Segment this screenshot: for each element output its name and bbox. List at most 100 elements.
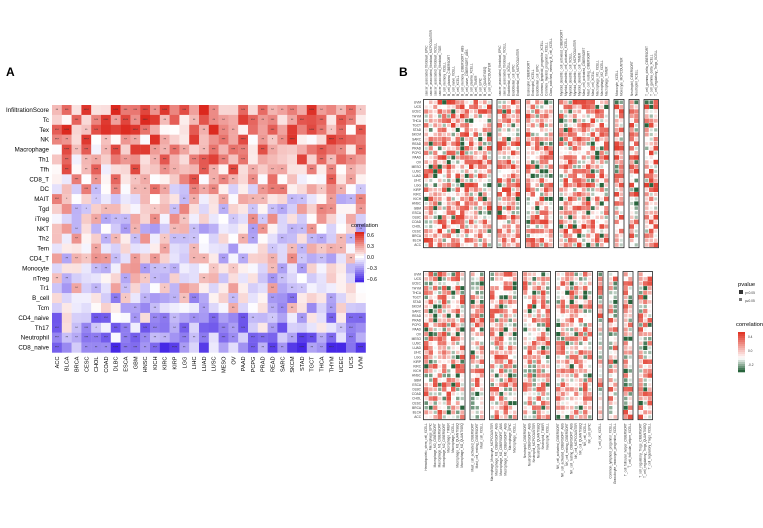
heatmap-cell — [483, 141, 487, 146]
column-label: KIRP — [173, 356, 179, 369]
heatmap-cell — [590, 155, 595, 160]
heatmap-cell — [565, 373, 570, 378]
heatmap-cell — [424, 119, 428, 123]
heatmap-cell — [494, 341, 499, 346]
heatmap-cell — [487, 127, 492, 132]
heatmap-cell — [624, 355, 628, 359]
legend-gradient-step — [738, 358, 745, 361]
heatmap-cell — [438, 392, 442, 396]
heatmap-cell — [548, 141, 553, 146]
heatmap-cell — [644, 210, 649, 215]
heatmap-cell — [574, 272, 578, 277]
heatmap-cell — [565, 309, 570, 313]
heatmap-cell — [248, 273, 258, 284]
heatmap-cell — [433, 155, 438, 160]
heatmap-cell — [565, 364, 570, 369]
heatmap-cell — [478, 164, 483, 169]
heatmap-cell — [647, 400, 652, 406]
heatmap-cell — [248, 303, 258, 314]
heatmap-cell — [480, 337, 484, 341]
heatmap-cell — [469, 215, 473, 220]
heatmap-cell — [71, 273, 82, 284]
heatmap-cell — [460, 219, 465, 225]
heatmap-cell — [598, 337, 602, 341]
heatmap-cell — [609, 383, 613, 387]
heatmap-cell — [140, 223, 151, 234]
heatmap-cell — [150, 283, 160, 294]
heatmap-cell — [595, 206, 599, 210]
heatmap-cell — [130, 174, 141, 185]
heatmap-cell — [599, 173, 604, 179]
heatmap-cell — [565, 387, 570, 392]
heatmap-cell — [595, 211, 599, 215]
heatmap-cell — [595, 201, 600, 206]
heatmap-cell — [424, 105, 428, 109]
heatmap-cell — [512, 308, 517, 314]
heatmap-cell — [623, 285, 628, 291]
heatmap-cell — [478, 196, 483, 202]
heatmap-cell — [179, 243, 190, 254]
heatmap-cell — [544, 100, 549, 105]
heatmap-cell — [306, 303, 317, 314]
heatmap-cell — [140, 134, 151, 145]
heatmap-cell — [536, 414, 541, 420]
significance-label: *** — [124, 108, 128, 112]
heatmap-cell — [451, 314, 455, 318]
significance-label: ** — [301, 266, 304, 270]
heatmap-cell — [257, 154, 268, 165]
significance-label: ** — [154, 306, 157, 310]
significance-label: *** — [241, 108, 245, 112]
heatmap-cell — [179, 184, 190, 195]
heatmap-cell — [508, 281, 513, 286]
heatmap-cell — [483, 215, 487, 219]
heatmap-cell — [189, 204, 200, 215]
heatmap-cell — [438, 369, 442, 373]
heatmap-cell — [628, 286, 632, 290]
heatmap-cell — [513, 295, 517, 300]
heatmap-cell — [429, 304, 433, 309]
heatmap-cell — [456, 281, 460, 286]
heatmap-cell — [535, 169, 540, 174]
heatmap-cell — [478, 128, 482, 132]
heatmap-cell — [150, 213, 160, 224]
heatmap-cell — [546, 286, 550, 290]
heatmap-cell — [297, 184, 307, 195]
column-label: Class_switched_memory_B_cell_XCELL — [549, 38, 553, 96]
heatmap-cell — [120, 223, 131, 234]
heatmap-cell — [101, 253, 111, 264]
heatmap-cell — [615, 229, 619, 233]
heatmap-cell — [424, 183, 428, 187]
heatmap-cell — [169, 312, 180, 323]
heatmap-cell — [306, 273, 317, 284]
heatmap-cell — [189, 124, 200, 135]
heatmap-cell — [581, 127, 586, 133]
heatmap-cell — [483, 183, 487, 187]
heatmap-cell — [487, 192, 491, 196]
heatmap-cell — [498, 156, 502, 159]
heatmap-cell — [460, 215, 465, 220]
heatmap-cell — [433, 332, 438, 336]
heatmap-cell — [648, 378, 652, 382]
heatmap-cell — [464, 127, 469, 133]
heatmap-cell — [433, 206, 438, 211]
heatmap-cell — [604, 229, 608, 233]
heatmap-cell — [568, 155, 573, 160]
heatmap-cell — [586, 114, 590, 118]
heatmap-cell — [110, 204, 121, 215]
heatmap-cell — [189, 144, 200, 155]
heatmap-cell — [437, 146, 442, 151]
heatmap-cell — [437, 118, 442, 123]
significance-label: *** — [290, 108, 294, 112]
heatmap-cell — [643, 415, 647, 419]
heatmap-cell — [523, 318, 527, 322]
significance-label: ** — [291, 118, 294, 122]
heatmap-cell — [591, 128, 595, 132]
heatmap-cell — [336, 233, 347, 244]
heatmap-cell — [81, 124, 92, 135]
row-label: TGCT — [412, 124, 421, 128]
heatmap-cell — [516, 238, 520, 242]
heatmap-cell — [456, 109, 460, 114]
heatmap-cell — [140, 154, 151, 165]
heatmap-cell — [569, 405, 574, 410]
heatmap-cell — [490, 290, 495, 295]
